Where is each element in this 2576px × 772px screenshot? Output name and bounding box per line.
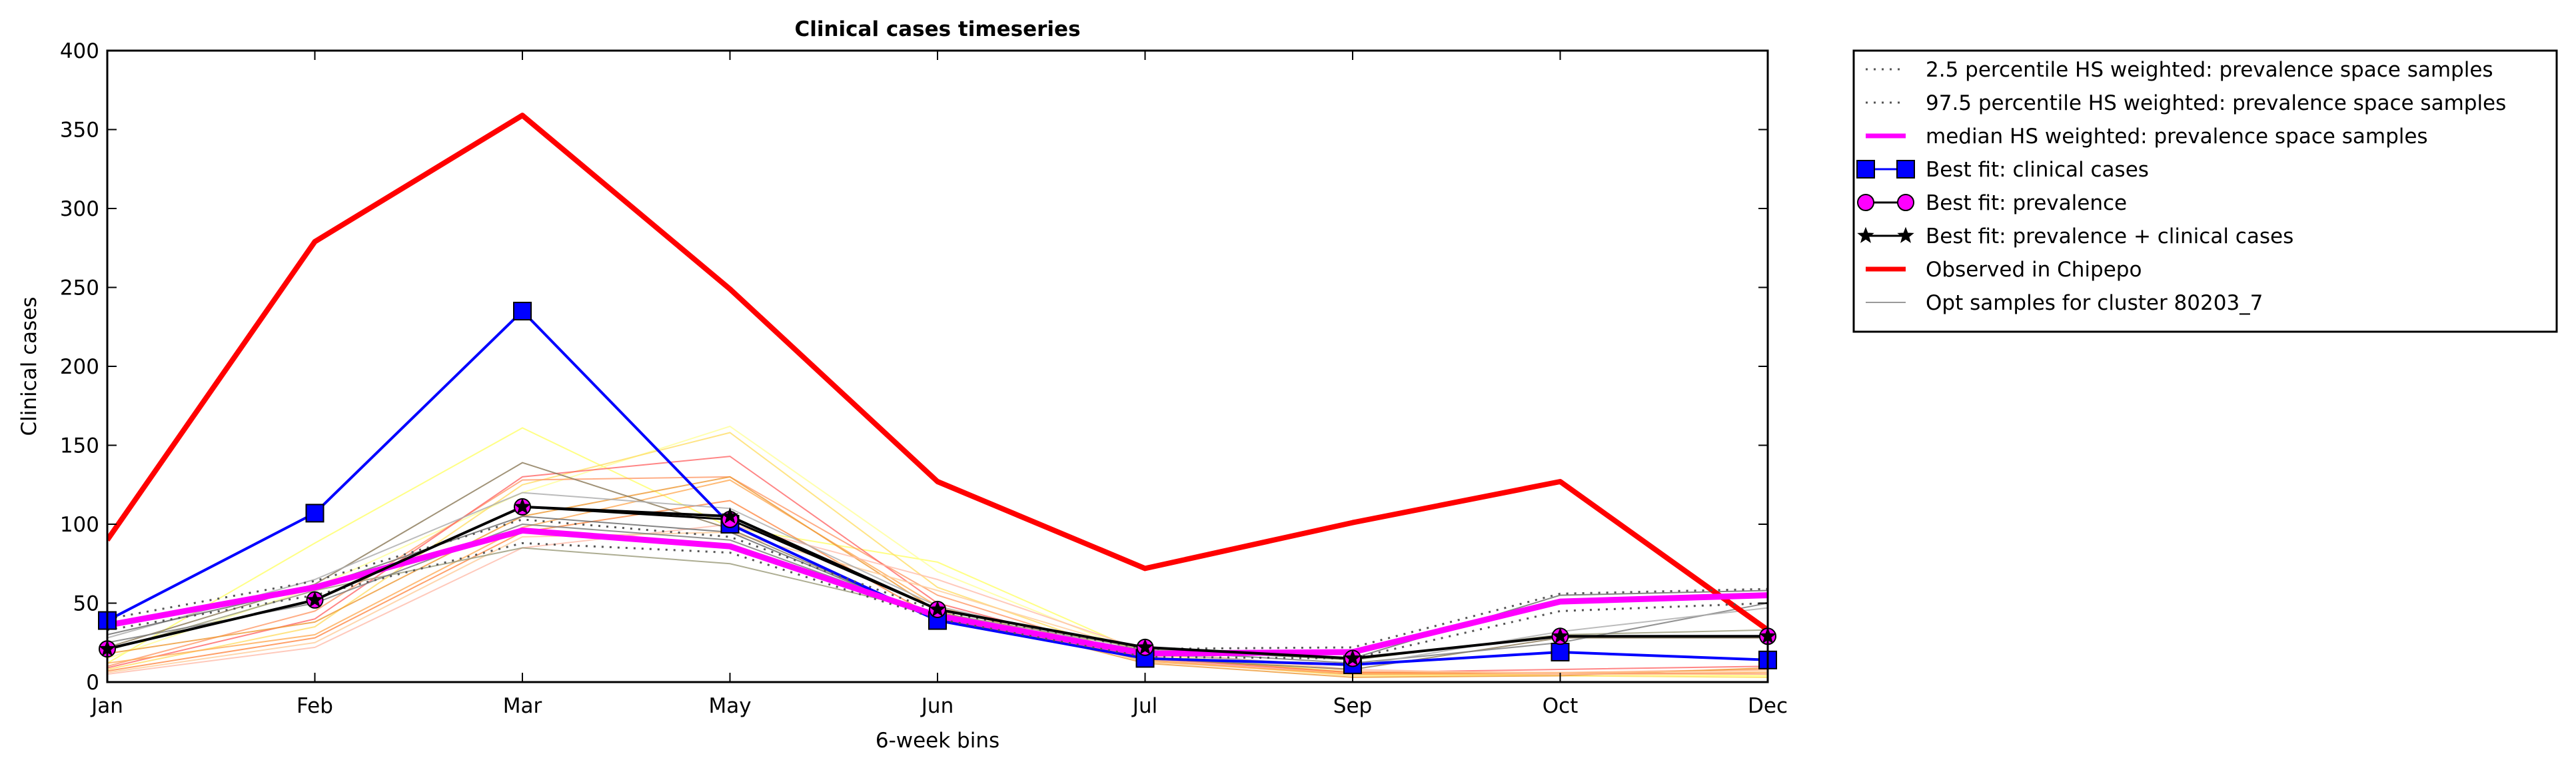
y-axis-ticks: 0 50 100 150 200 250 300 350 400 [60,39,1768,695]
x-tick-label-3: May [708,694,751,718]
series-7-point-5 [929,600,946,617]
series-7-point-2 [306,591,324,607]
series-2-point-3 [513,302,532,321]
y-tick-label-4: 200 [60,355,99,379]
y-tick-label-2: 100 [60,513,99,537]
legend-label-3: median HS weighted: prevalence space sam… [1926,125,2428,149]
legend-marker-5-b [1897,194,1914,211]
chart-title: Clinical cases timeseries [794,17,1080,41]
x-axis-ticks: Jan Feb Mar May Jun Jul Sep Oct Dec [90,51,1788,718]
legend-marker-6-a [1857,226,1874,243]
y-tick-label-5: 250 [60,276,99,300]
x-tick-label-6: Sep [1333,694,1372,718]
series-line-4 [107,542,1768,659]
legend-label-2: 97.5 percentile HS weighted: prevalence … [1926,91,2506,115]
legend-marker-4-a [1856,160,1875,179]
x-tick-label-7: Oct [1543,694,1579,718]
legend-label-1: 2.5 percentile HS weighted: prevalence s… [1926,58,2493,82]
x-tick-label-4: Jun [920,694,954,718]
y-tick-label-0: 0 [86,671,99,695]
legend-marker-4-b [1896,160,1915,179]
x-tick-label-5: Jul [1131,694,1157,718]
legend-label-6: Best fit: prevalence + clinical cases [1926,224,2293,248]
y-tick-label-8: 400 [60,39,99,63]
x-tick-label-0: Jan [90,694,123,718]
series-2-point-2 [305,504,324,523]
legend-label-4: Best fit: clinical cases [1926,158,2149,182]
series-7-point-3 [514,498,531,514]
x-axis-label: 6-week bins [876,729,999,753]
y-tick-label-7: 350 [60,119,99,143]
legend-label-7: Observed in Chipepo [1926,258,2142,282]
opt-sample-line-10 [107,531,1768,673]
x-tick-label-1: Feb [297,694,333,718]
legend-marker-6-b [1897,226,1914,243]
y-axis-label: Clinical cases [17,296,41,436]
x-tick-label-2: Mar [503,694,542,718]
series-2-point-8 [1551,642,1570,661]
series-7-point-8 [1551,627,1569,644]
y-tick-label-3: 150 [60,434,99,458]
legend-label-8: Opt samples for cluster 80203_7 [1926,291,2263,315]
legend-label-5: Best fit: prevalence [1926,191,2127,215]
y-tick-label-6: 300 [60,197,99,221]
series-7-point-6 [1136,638,1154,655]
y-tick-label-1: 50 [73,592,99,616]
legend-box [1852,49,2558,333]
legend: 2.5 percentile HS weighted: prevalence s… [1852,49,2558,333]
legend-marker-5-a [1857,194,1874,211]
series-7-point-4 [721,507,739,524]
series-line-1 [107,113,1768,633]
x-tick-label-8: Dec [1748,694,1788,718]
series-7-point-7 [1344,649,1361,666]
